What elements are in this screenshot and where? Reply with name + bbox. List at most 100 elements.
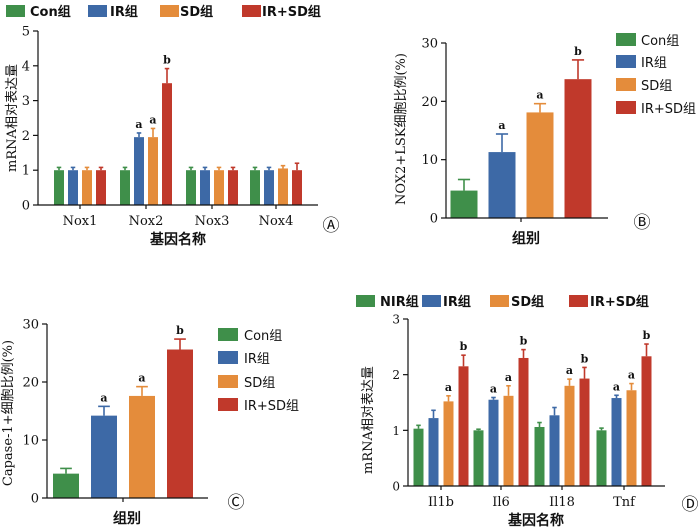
x-tick-label: Nox3: [195, 214, 230, 229]
y-tick-label: 10: [421, 153, 438, 168]
significance-label: a: [149, 113, 156, 126]
legend-label: SD组: [641, 79, 672, 94]
significance-label: b: [176, 324, 184, 337]
bar: [450, 190, 478, 218]
bar: [488, 399, 499, 486]
bar: [54, 170, 64, 205]
y-tick-label: 0: [22, 199, 30, 214]
y-tick-label: 20: [421, 95, 438, 110]
legend-label: Con组: [641, 34, 679, 49]
bar: [488, 152, 516, 218]
legend-label: Con组: [244, 329, 282, 344]
y-tick-label: 3: [392, 313, 400, 327]
x-axis-label: 基因名称: [150, 231, 206, 248]
y-tick-label: 0: [31, 492, 39, 507]
panel-marker: Ⓓ: [682, 495, 699, 515]
bar: [473, 430, 484, 486]
bar: [611, 398, 622, 486]
bar: [641, 356, 652, 486]
legend-label: IR组: [641, 56, 667, 71]
x-tick-label: Il18: [549, 495, 575, 510]
significance-label: a: [135, 118, 142, 131]
significance-label: b: [163, 54, 171, 67]
legend-label: IR组: [443, 294, 471, 310]
significance-label: a: [490, 382, 497, 395]
legend-label: IR+SD组: [641, 102, 696, 117]
y-axis-label: NOX2+LSK细胞比例(%): [394, 53, 409, 205]
bar: [82, 170, 92, 205]
legend-swatch: [218, 351, 238, 364]
y-tick-label: 4: [22, 59, 30, 74]
bar: [458, 366, 469, 486]
bar: [564, 385, 575, 486]
bar: [518, 357, 529, 486]
x-axis-label: 组别: [113, 510, 141, 527]
x-tick-label: Nox2: [129, 214, 164, 229]
legend-swatch: [160, 5, 179, 17]
bar: [148, 137, 158, 205]
bar: [549, 415, 560, 486]
bar: [579, 378, 590, 486]
legend-swatch: [356, 295, 375, 307]
significance-label: b: [520, 335, 528, 348]
bar: [278, 168, 288, 205]
significance-label: a: [138, 372, 145, 385]
significance-label: b: [643, 329, 651, 342]
y-tick-label: 1: [392, 424, 400, 438]
significance-label: a: [628, 369, 635, 382]
y-tick-label: 30: [421, 37, 438, 52]
bar: [162, 83, 172, 205]
bar: [292, 170, 302, 205]
significance-label: a: [505, 371, 512, 384]
bar: [214, 170, 224, 205]
y-axis-label: mRNA相对表达量: [5, 64, 20, 172]
y-tick-label: 20: [22, 376, 39, 391]
panel-marker: Ⓐ: [323, 216, 340, 236]
legend-swatch: [616, 55, 636, 68]
significance-label: a: [566, 364, 573, 377]
y-tick-label: 0: [392, 480, 400, 494]
significance-label: b: [574, 45, 582, 58]
legend-swatch: [218, 375, 238, 388]
y-tick-label: 3: [22, 94, 30, 109]
y-tick-label: 5: [22, 25, 30, 40]
bar: [526, 112, 554, 218]
x-axis-label: 基因名称: [508, 512, 564, 529]
bar: [53, 473, 79, 498]
bar: [503, 395, 514, 486]
panel-marker: Ⓒ: [228, 493, 245, 513]
legend-swatch: [490, 295, 509, 307]
bar: [626, 390, 637, 486]
x-tick-label: Nox1: [63, 214, 98, 229]
bar: [68, 170, 78, 205]
bar: [443, 401, 454, 486]
significance-label: a: [613, 380, 620, 393]
legend-label: SD组: [180, 4, 213, 20]
legend-label: IR组: [110, 4, 138, 20]
legend-swatch: [88, 5, 107, 17]
legend-swatch: [6, 5, 25, 17]
bar: [564, 79, 592, 219]
bar: [534, 426, 545, 486]
legend-swatch: [616, 78, 636, 91]
bar: [129, 395, 155, 498]
legend-label: IR+SD组: [262, 4, 321, 20]
legend-label: IR组: [244, 352, 270, 367]
legend-label: SD组: [511, 294, 544, 310]
legend-swatch: [422, 295, 441, 307]
legend-swatch: [218, 328, 238, 341]
bar: [120, 170, 130, 205]
y-axis-label: mRNA相对表达量: [361, 366, 376, 474]
x-axis-label: 组别: [512, 230, 540, 247]
legend-label: Con组: [30, 4, 71, 20]
y-tick-label: 30: [22, 318, 39, 333]
y-axis-label: Capase-1+细胞比例(%): [1, 340, 16, 486]
bar: [413, 428, 424, 486]
x-tick-label: Il6: [492, 495, 510, 510]
bar: [596, 430, 607, 486]
x-tick-label: Nox4: [259, 214, 294, 229]
bar: [428, 418, 439, 486]
bar: [96, 170, 106, 205]
legend-label: SD组: [244, 376, 275, 391]
